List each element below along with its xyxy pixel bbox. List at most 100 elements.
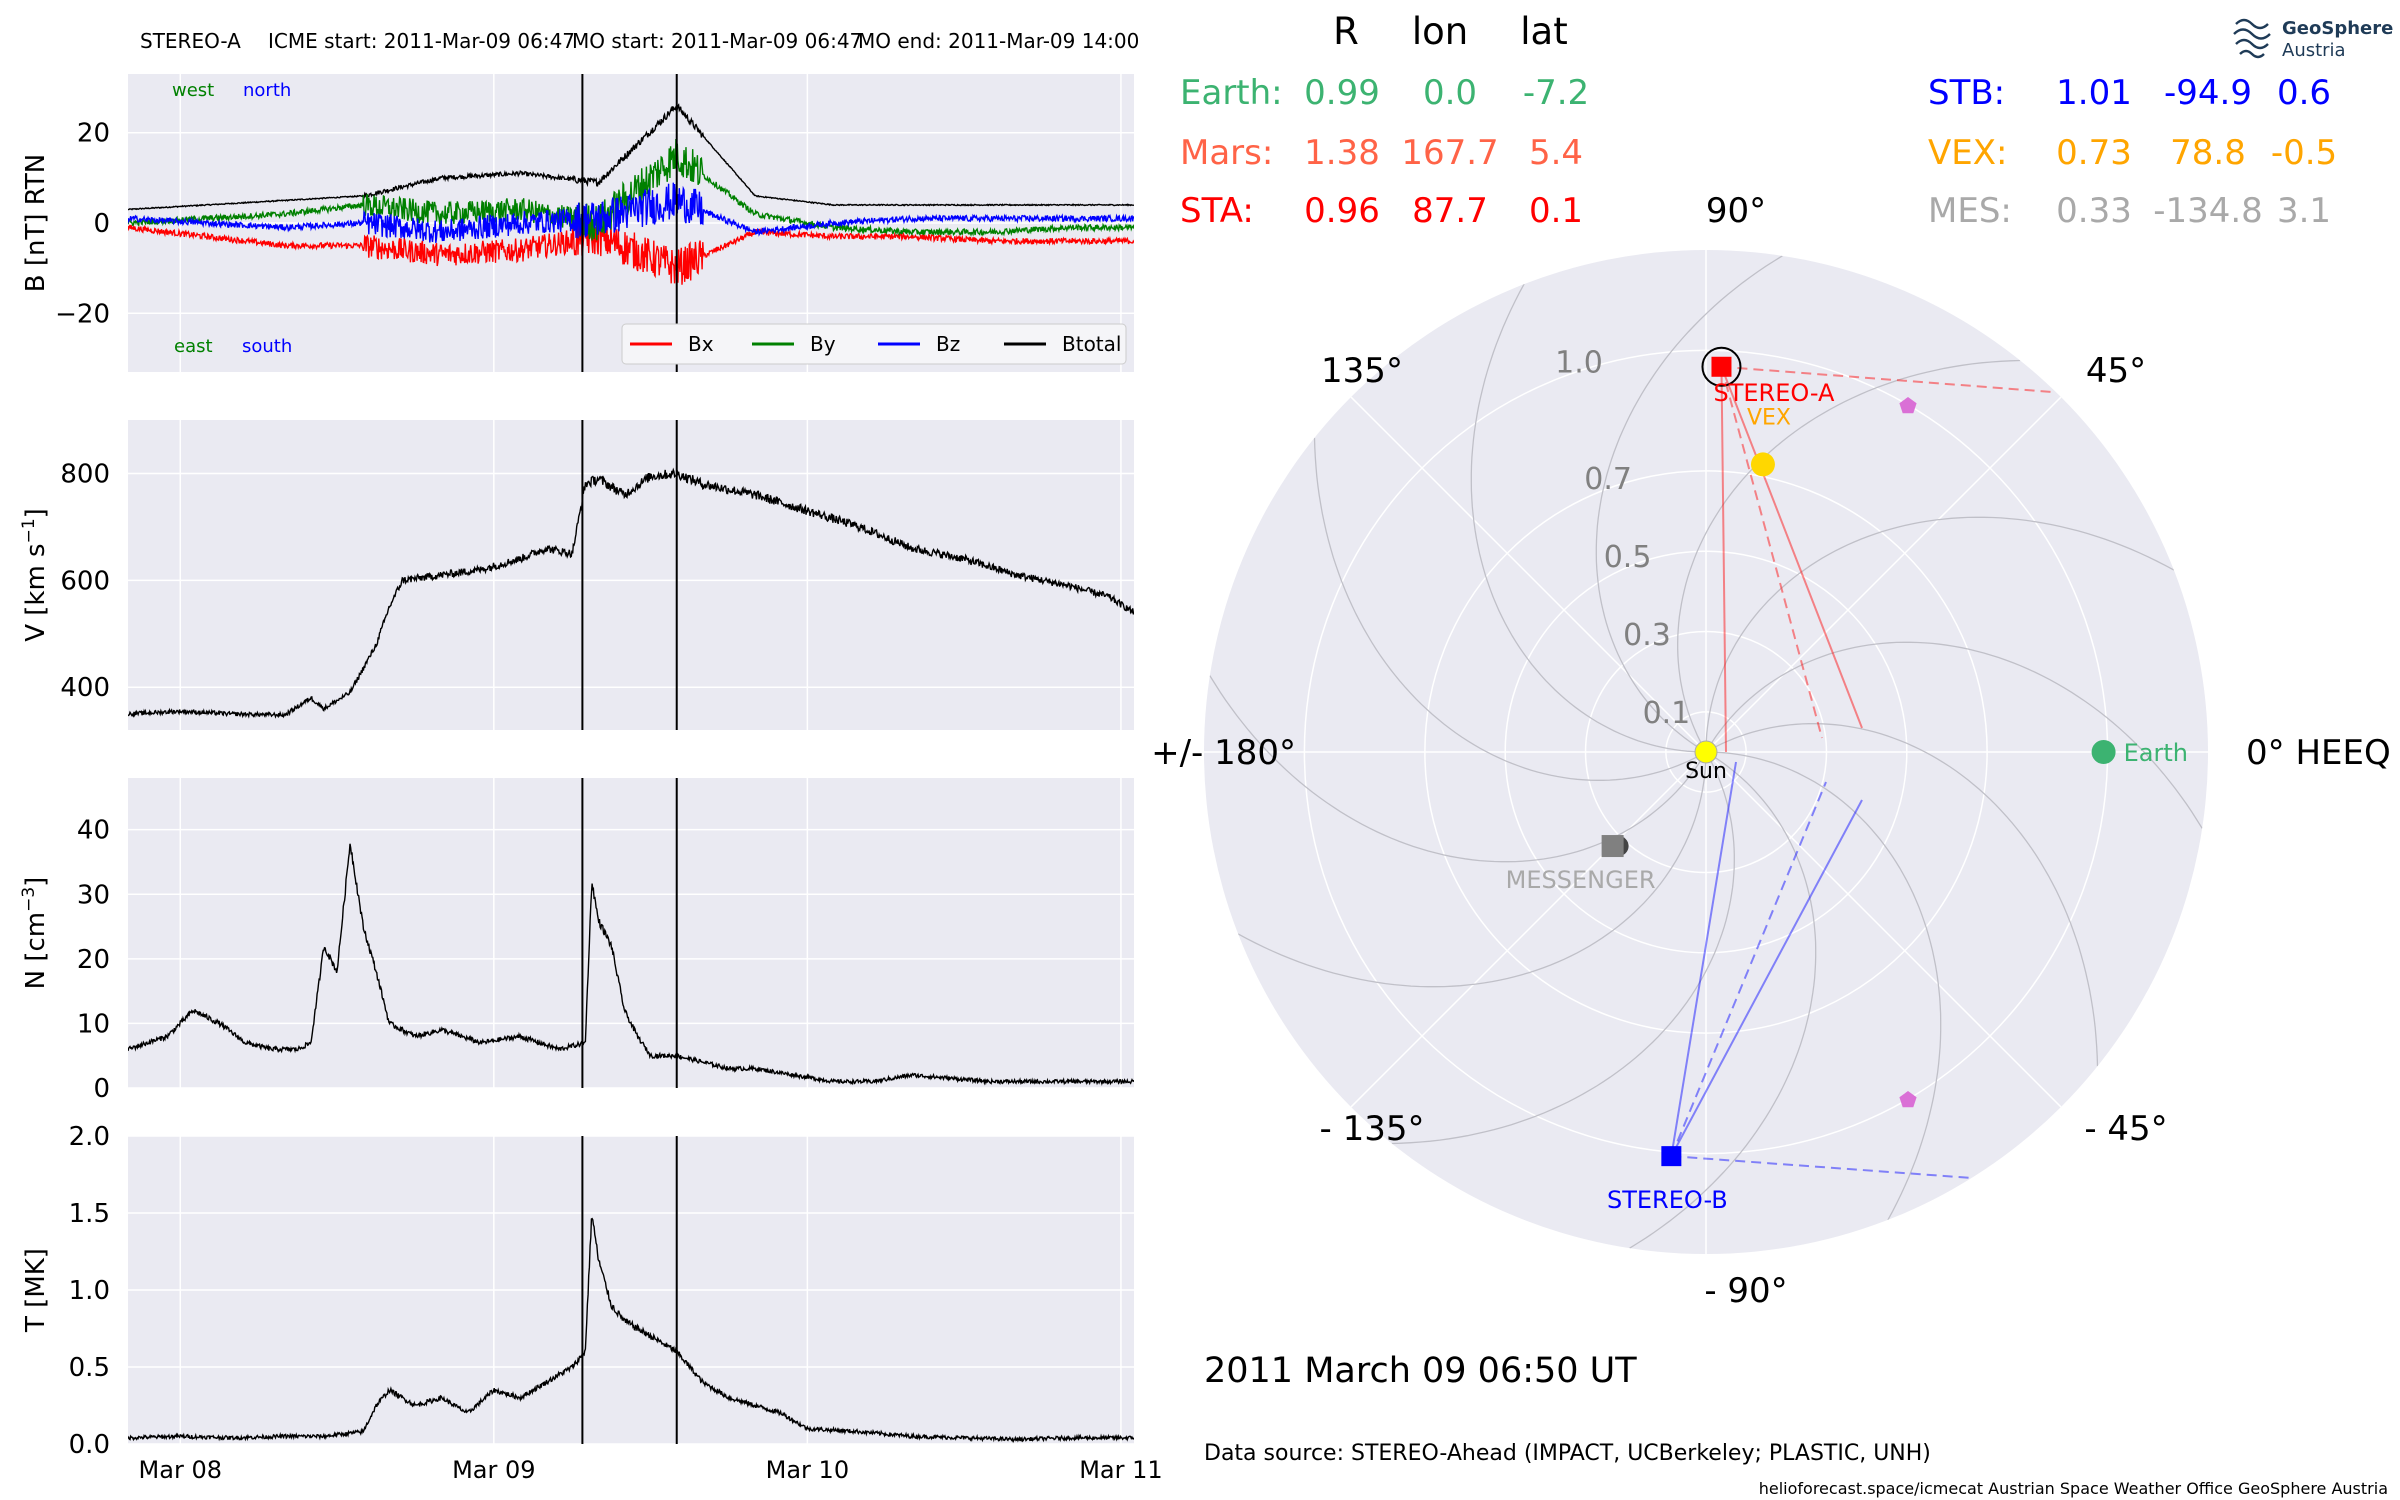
table-row-lon: -94.9	[2164, 73, 2252, 113]
column-header-lon: lon	[1412, 10, 1468, 53]
y-tick-label: 800	[60, 459, 110, 489]
table-row-name: Earth:	[1180, 73, 1283, 113]
y-axis-label-exponent: −1	[19, 518, 39, 543]
y-axis-label-end: ]	[21, 877, 51, 887]
series-line-N	[128, 843, 1134, 1087]
y-axis-label-exponent: −3	[19, 887, 39, 912]
x-tick-label: Mar 09	[452, 1456, 535, 1484]
polar-ring	[1504, 550, 1908, 954]
panel-density: 40 30 20 10 0 N [cm−3]	[19, 778, 1134, 1104]
angle-label: 135°	[1321, 351, 1403, 391]
mo-start-label: MO start: 2011-Mar-09 06:47	[572, 29, 862, 53]
earth-marker	[2091, 740, 2116, 764]
x-tick-label: Mar 11	[1079, 1456, 1162, 1484]
table-row-lat: 3.1	[2277, 191, 2331, 231]
series-line-T	[128, 1217, 1134, 1444]
table-row-r: 0.73	[2056, 133, 2132, 173]
y-tick-label: 30	[77, 880, 110, 910]
legend-box	[621, 323, 1127, 365]
stereo-a-label: STEREO-A	[1713, 379, 1835, 407]
parker-spiral	[1705, 751, 1942, 1221]
corner-label-south: south	[242, 336, 292, 357]
vex-marker	[1750, 452, 1775, 477]
y-tick-label: 2.0	[69, 1122, 110, 1152]
logo-line1: GeoSphere	[2282, 18, 2393, 39]
y-axis-label: V [km s−1]	[19, 508, 51, 642]
y-tick-label: 10	[77, 1009, 110, 1039]
earth-label: Earth	[2124, 739, 2188, 767]
geosphere-logo: GeoSphere Austria	[2233, 18, 2393, 61]
vex-label: VEX	[1747, 405, 1791, 430]
pentagon-marker	[1899, 1091, 1917, 1108]
orbit-plot: 0.1 0.3 0.5 0.7 1.0 Sun Earth STEREO-A STEREO-B V…	[1151, 191, 2391, 1311]
sun-label: Sun	[1685, 759, 1727, 784]
legend: Bx By Bz Btotal	[621, 323, 1127, 365]
y-tick-label: 40	[77, 816, 110, 846]
y-axis-label-end: ]	[21, 508, 51, 518]
corner-label-north: north	[243, 80, 291, 101]
parker-spiral	[1677, 359, 2021, 753]
panel-background	[128, 420, 1134, 730]
logo-line2: Austria	[2282, 40, 2346, 61]
stereo-b-marker	[1661, 1146, 1682, 1167]
pentagon-marker	[1899, 397, 1917, 414]
credits-label: helioforecast.space/icmecat Austrian Spa…	[1759, 1479, 2388, 1498]
panel-background	[128, 778, 1134, 1088]
sun-marker	[1694, 740, 1718, 764]
table-row-r: 0.99	[1304, 73, 1380, 113]
table-row-name: Mars:	[1180, 133, 1273, 173]
datetime-label: 2011 March 09 06:50 UT	[1204, 1351, 1637, 1391]
panel-magnetic_field: 20 0 −20B [nT] RTN west north east south Bx By Bz…	[21, 74, 1134, 372]
angle-label: 90°	[1706, 191, 1766, 231]
series-group	[128, 467, 1134, 719]
table-row-lat: 0.1	[1529, 191, 1583, 231]
panel-temperature: 2.0 1.5 1.0 0.5 0.0 T [MK] Mar 08 Mar 09 Mar 10 M…	[21, 1122, 1163, 1484]
polar-inner	[1204, 250, 2208, 1254]
sta-fov-line	[1720, 366, 1863, 729]
radial-tick-label: 0.7	[1584, 462, 1632, 497]
table-row-lon: 167.7	[1401, 133, 1498, 173]
time-series-panels: 20 0 −20B [nT] RTN west north east south Bx By Bz…	[19, 74, 1163, 1484]
y-tick-label: 20	[77, 945, 110, 975]
table-row-lat: 0.6	[2277, 73, 2331, 113]
y-axis-label: B [nT] RTN	[21, 154, 51, 293]
table-row-lat: 5.4	[1529, 133, 1583, 173]
y-axis-label: T [MK]	[21, 1248, 51, 1333]
table-row-r: 0.96	[1304, 191, 1380, 231]
y-tick-label: −20	[55, 299, 110, 329]
parker-spiral	[1705, 641, 2203, 829]
stereo-a-ring	[1701, 346, 1742, 387]
legend-label-Bx: Bx	[688, 332, 714, 356]
parker-spiral	[1470, 283, 1707, 753]
angle-label: 45°	[2086, 351, 2146, 391]
series-group	[128, 843, 1134, 1087]
parker-spiral	[1595, 255, 1783, 753]
messenger-label: MESSENGER	[1506, 866, 1656, 894]
table-row-name: MES:	[1928, 191, 2012, 231]
parker-spiral	[1705, 723, 2099, 1067]
polar-ring	[1665, 711, 1747, 793]
table-row-lon: 87.7	[1412, 191, 1488, 231]
stb-fov-line	[1670, 761, 1737, 1157]
angle-label: - 90°	[1704, 1271, 1787, 1311]
data-source-label: Data source: STEREO-Ahead (IMPACT, UCBer…	[1204, 1441, 1931, 1466]
angle-label: +/- 180°	[1151, 733, 1296, 773]
y-tick-label: 600	[60, 566, 110, 596]
angle-label: - 135°	[1320, 1109, 1425, 1149]
series-line-By	[128, 138, 1134, 241]
polar-ring	[1424, 470, 1988, 1034]
stb-fov-line	[1670, 781, 1827, 1157]
x-tick-label: Mar 10	[766, 1456, 849, 1484]
stereo-b-label: STEREO-B	[1607, 1186, 1728, 1214]
polar-ring	[1584, 630, 1828, 874]
geosphere-logo-icon	[2233, 18, 2271, 59]
y-tick-label: 0.0	[69, 1430, 110, 1460]
stb-fov-line	[1671, 1155, 1973, 1179]
orbit-table: R lon lat Earth: 0.99 0.0 -7.2 Mars: 1.38 167.…	[1180, 10, 2337, 231]
legend-label-Bz: Bz	[936, 332, 960, 356]
table-row-r: 1.38	[1304, 133, 1380, 173]
y-axis-label: N [cm−3]	[19, 877, 51, 990]
table-row-lon: -134.8	[2153, 191, 2263, 231]
sta-fov-line	[1720, 366, 1823, 739]
